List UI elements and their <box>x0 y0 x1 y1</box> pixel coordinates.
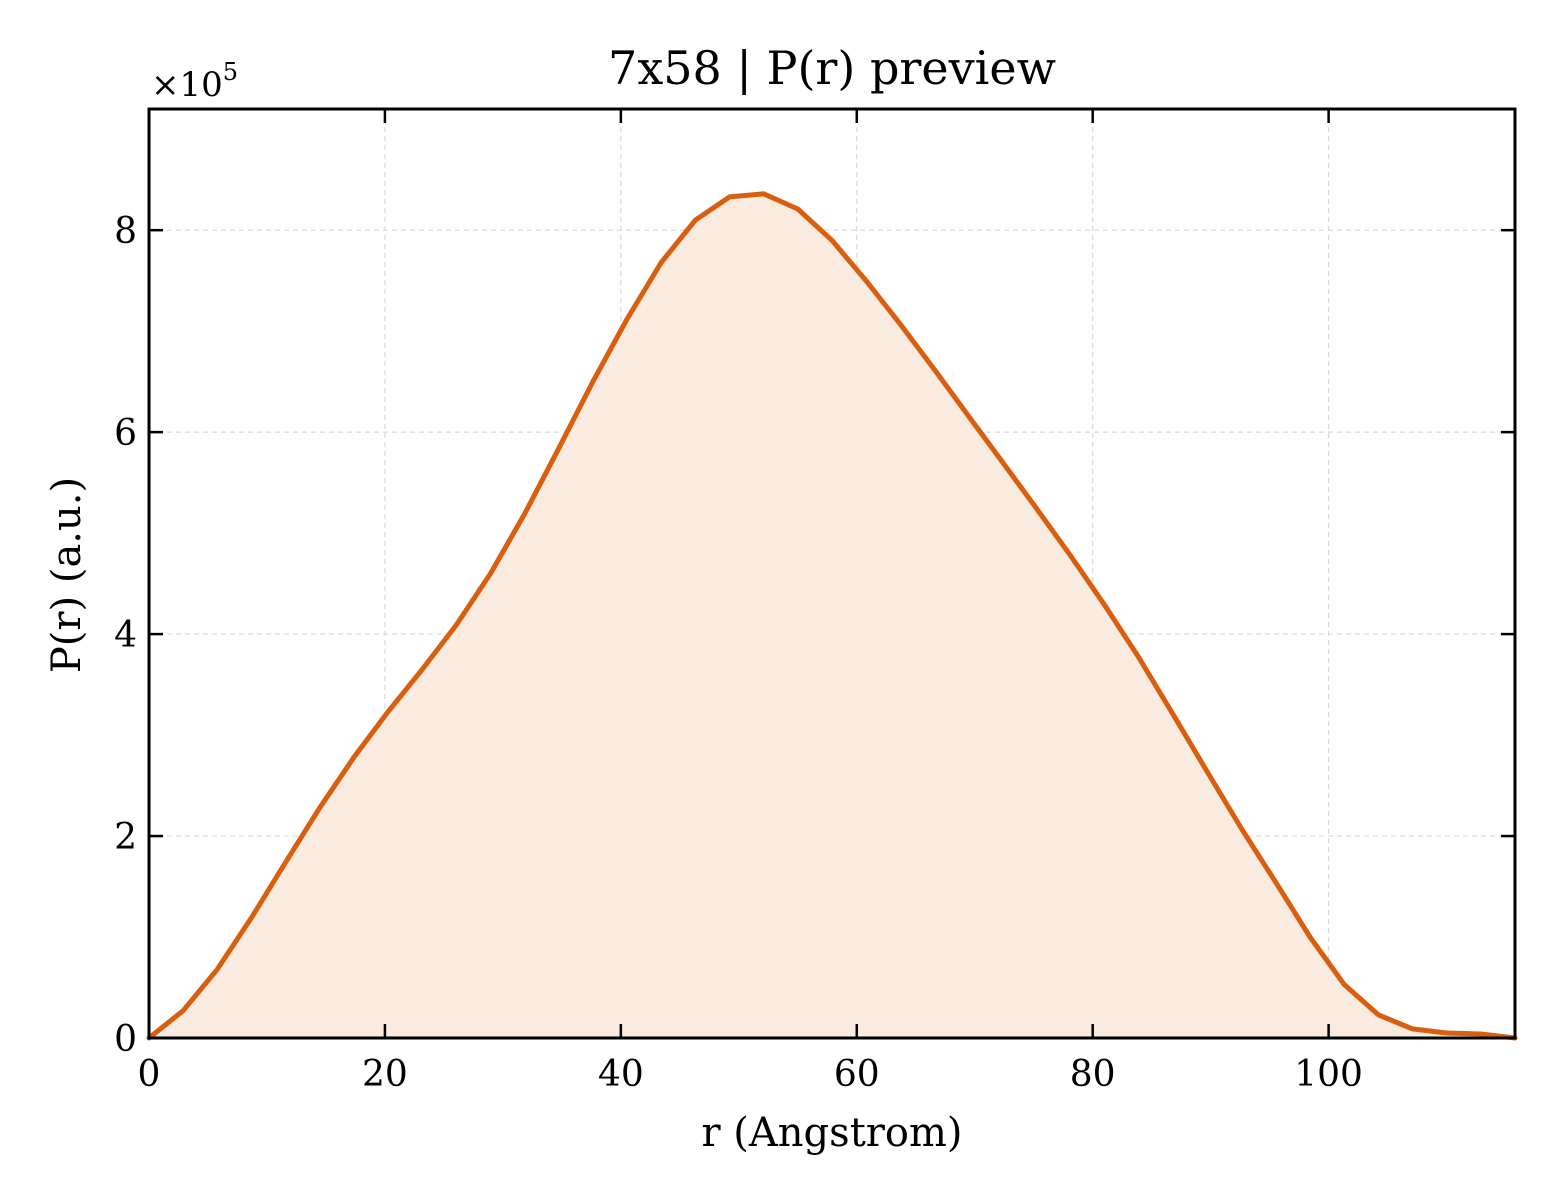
series-layer <box>146 191 1518 1041</box>
y-axis-label: P(r) (a.u.) <box>44 477 90 673</box>
chart-title: 7x58 | P(r) preview <box>608 41 1056 95</box>
x-tick-label: 60 <box>834 1054 880 1095</box>
series-area-fill <box>149 193 1515 1039</box>
y-tick-label: 6 <box>114 413 137 454</box>
y-axis-offset-base: ×10 <box>151 65 223 105</box>
x-tick-label: 100 <box>1294 1054 1363 1095</box>
y-tick-label: 2 <box>114 817 137 858</box>
series-line <box>146 191 1518 1041</box>
plot-frame <box>147 107 1517 1040</box>
x-tick-label: 0 <box>138 1054 161 1095</box>
y-tick-label: 0 <box>114 1019 137 1060</box>
y-axis-offset-exponent: 5 <box>223 58 238 86</box>
x-tick-label: 20 <box>362 1054 408 1095</box>
y-tick-label: 8 <box>114 211 137 252</box>
x-tick-label: 80 <box>1070 1054 1116 1095</box>
tick-labels: 0 20 40 60 80 100 0 2 4 6 8 <box>114 211 1363 1095</box>
x-tick-label: 40 <box>598 1054 644 1095</box>
y-axis-offset-label: ×105 <box>151 58 238 105</box>
x-axis-label: r (Angstrom) <box>701 1110 962 1156</box>
y-tick-label: 4 <box>114 615 137 656</box>
